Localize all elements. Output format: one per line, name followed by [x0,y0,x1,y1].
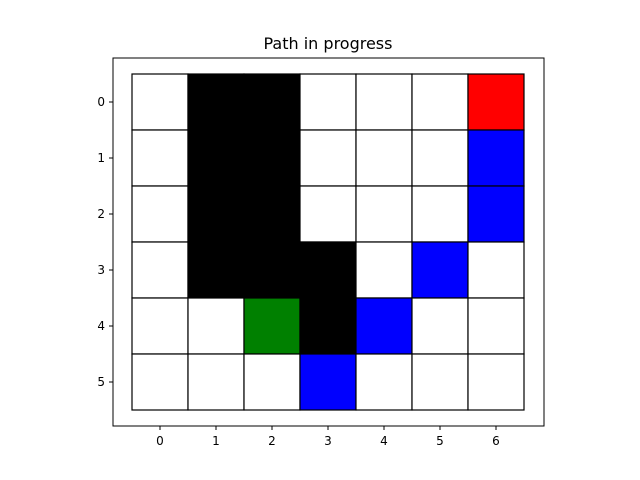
grid-cell-empty-r5-c5 [411,353,469,411]
grid-cell-path-r3-c5 [411,241,469,299]
x-tick-label: 2 [268,434,276,448]
x-tick-label: 3 [324,434,332,448]
x-tick-label: 1 [212,434,220,448]
grid-cell-empty-r0-c4 [355,73,413,131]
grid-cell-empty-r3-c0 [131,241,189,299]
grid-cell-empty-r1-c5 [411,129,469,187]
grid-cell-wall-r3-c3 [299,241,357,299]
grid-cell-empty-r1-c3 [299,129,357,187]
grid-cell-wall-r2-c2 [243,185,301,243]
grid-cell-empty-r1-c0 [131,129,189,187]
grid-cell-path-r5-c3 [299,353,357,411]
x-tick-label: 4 [380,434,388,448]
grid-cell-empty-r0-c0 [131,73,189,131]
x-tick-label: 0 [156,434,164,448]
y-tick-label: 5 [97,375,105,389]
grid-cell-wall-r2-c1 [187,185,245,243]
grid-cell-empty-r2-c3 [299,185,357,243]
grid-cell-empty-r5-c0 [131,353,189,411]
grid-cell-empty-r1-c4 [355,129,413,187]
grid-cell-empty-r4-c6 [467,297,525,355]
grid-cell-wall-r1-c2 [243,129,301,187]
grid-cell-wall-r0-c2 [243,73,301,131]
chart-title: Path in progress [264,34,393,53]
grid-cell-current-r0-c6 [467,73,525,131]
grid-cell-empty-r5-c1 [187,353,245,411]
grid-cell-empty-r5-c2 [243,353,301,411]
grid-cell-path-r4-c4 [355,297,413,355]
y-tick-label: 3 [97,263,105,277]
grid-cell-empty-r3-c4 [355,241,413,299]
grid-cell-path-r1-c6 [467,129,525,187]
grid-cell-empty-r5-c4 [355,353,413,411]
y-tick-label: 0 [97,95,105,109]
grid-cell-empty-r0-c5 [411,73,469,131]
grid-cell-empty-r4-c1 [187,297,245,355]
grid-cell-empty-r5-c6 [467,353,525,411]
grid-cell-empty-r3-c6 [467,241,525,299]
grid-cell-empty-r0-c3 [299,73,357,131]
x-tick-label: 6 [492,434,500,448]
grid-cell-wall-r0-c1 [187,73,245,131]
y-tick-label: 2 [97,207,105,221]
grid-cell-start-r4-c2 [243,297,301,355]
grid-cell-wall-r3-c1 [187,241,245,299]
grid-cell-wall-r4-c3 [299,297,357,355]
x-tick-label: 5 [436,434,444,448]
grid-cell-wall-r1-c1 [187,129,245,187]
y-axis-ticks: 0 1 2 3 4 5 [97,95,113,389]
y-tick-label: 1 [97,151,105,165]
x-axis-ticks: 0 1 2 3 4 5 6 [156,426,500,448]
grid-cell-empty-r4-c5 [411,297,469,355]
y-tick-label: 4 [97,319,105,333]
grid-cell-empty-r2-c5 [411,185,469,243]
grid-cell-wall-r3-c2 [243,241,301,299]
grid-cell-empty-r4-c0 [131,297,189,355]
grid-cells [131,73,525,411]
grid-cell-empty-r2-c4 [355,185,413,243]
grid-cell-path-r2-c6 [467,185,525,243]
grid-cell-empty-r2-c0 [131,185,189,243]
